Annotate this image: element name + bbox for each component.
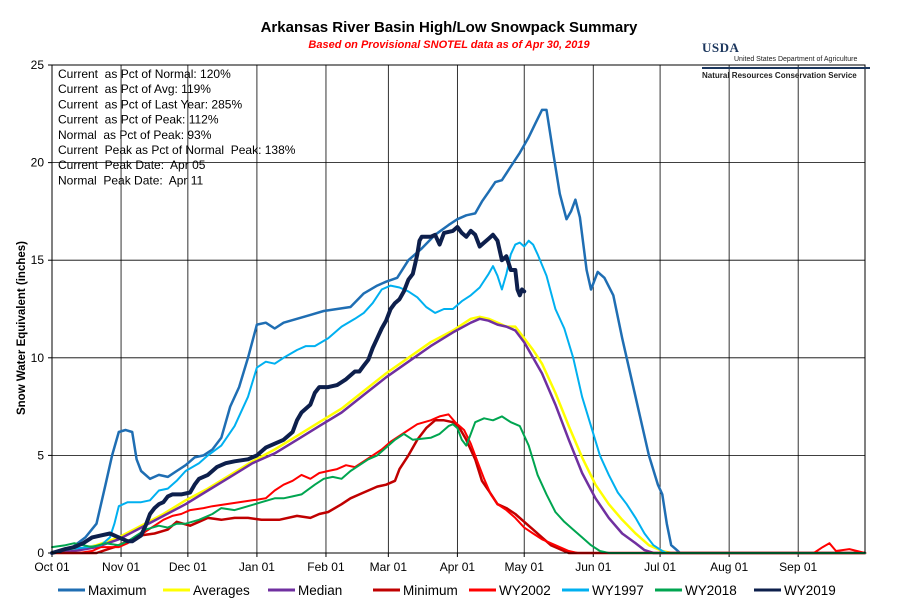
stats-line: Current as Pct of Peak: 112% bbox=[58, 113, 219, 127]
y-tick-label: 15 bbox=[31, 253, 45, 267]
x-tick-label: Sep 01 bbox=[779, 560, 817, 574]
legend-label-wy1997: WY1997 bbox=[592, 583, 644, 598]
legend-label-wy2018: WY2018 bbox=[685, 583, 737, 598]
legend: Maximum Averages Median Minimum WY2002 WY1997… bbox=[58, 583, 836, 598]
usda-department-name: United States Department of Agriculture bbox=[734, 56, 858, 63]
legend-label-maximum: Maximum bbox=[88, 583, 147, 598]
y-tick-label: 25 bbox=[31, 58, 45, 72]
x-tick-label: Apr 01 bbox=[440, 560, 476, 574]
stats-line: Current Peak as Pct of Normal Peak: 138% bbox=[58, 143, 296, 157]
series-lines bbox=[50, 108, 867, 555]
usda-logo-text: USDA bbox=[702, 40, 740, 55]
y-axis-label: Snow Water Equivalent (inches) bbox=[16, 241, 28, 415]
nrcs-name: Natural Resources Conservation Service bbox=[702, 71, 857, 80]
x-tick-label: Dec 01 bbox=[169, 560, 207, 574]
plot-frame bbox=[51, 64, 866, 554]
stats-line: Current as Pct of Normal: 120% bbox=[58, 67, 231, 81]
usda-nrcs-logo: USDA United States Department of Agricul… bbox=[702, 40, 872, 82]
stats-line: Normal as Pct of Peak: 93% bbox=[58, 128, 212, 142]
y-axis-ticks: 0 5 10 15 20 25 bbox=[31, 58, 52, 560]
y-tick-label: 10 bbox=[31, 351, 45, 365]
series-line-wy2018 bbox=[51, 415, 866, 554]
y-tick-label: 20 bbox=[31, 156, 45, 170]
legend-label-averages: Averages bbox=[193, 583, 250, 598]
legend-label-wy2019: WY2019 bbox=[784, 583, 836, 598]
x-tick-label: May 01 bbox=[505, 560, 545, 574]
chart-title: Arkansas River Basin High/Low Snowpack S… bbox=[261, 19, 638, 36]
series-line-median bbox=[50, 317, 867, 555]
stats-line: Current as Pct of Avg: 119% bbox=[58, 82, 211, 96]
x-tick-label: Jan 01 bbox=[239, 560, 275, 574]
series-line-wy1997 bbox=[51, 239, 866, 554]
stats-line: Current as Pct of Last Year: 285% bbox=[58, 97, 242, 111]
series-line-minimum bbox=[50, 419, 867, 555]
y-tick-label: 0 bbox=[37, 546, 44, 560]
x-tick-label: Aug 01 bbox=[710, 560, 748, 574]
stats-line: Current Peak Date: Apr 05 bbox=[58, 158, 206, 172]
x-tick-label: Mar 01 bbox=[370, 560, 408, 574]
series-line-averages bbox=[50, 315, 867, 555]
series-line-wy2019 bbox=[50, 225, 527, 555]
x-tick-label: Feb 01 bbox=[307, 560, 345, 574]
x-axis-ticks: Oct 01 Nov 01 Dec 01 Jan 01 Feb 01 Mar 01 Apr … bbox=[34, 553, 818, 574]
x-tick-label: Jun 01 bbox=[575, 560, 611, 574]
legend-label-wy2002: WY2002 bbox=[499, 583, 551, 598]
chart-subtitle: Based on Provisional SNOTEL data as of A… bbox=[308, 39, 590, 51]
stats-annotation: Current as Pct of Normal: 120%Current as… bbox=[58, 67, 296, 187]
y-tick-label: 5 bbox=[37, 448, 44, 462]
x-tick-label: Jul 01 bbox=[644, 560, 676, 574]
stats-line: Normal Peak Date: Apr 11 bbox=[58, 173, 204, 187]
legend-label-median: Median bbox=[298, 583, 342, 598]
logo-divider bbox=[702, 67, 870, 69]
legend-label-minimum: Minimum bbox=[403, 583, 458, 598]
x-tick-label: Oct 01 bbox=[34, 560, 70, 574]
x-tick-label: Nov 01 bbox=[102, 560, 140, 574]
